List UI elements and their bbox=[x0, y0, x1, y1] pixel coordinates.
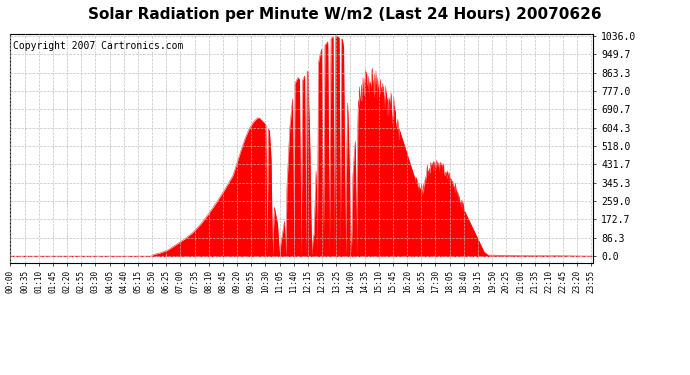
Text: Copyright 2007 Cartronics.com: Copyright 2007 Cartronics.com bbox=[13, 40, 184, 51]
Text: Solar Radiation per Minute W/m2 (Last 24 Hours) 20070626: Solar Radiation per Minute W/m2 (Last 24… bbox=[88, 8, 602, 22]
